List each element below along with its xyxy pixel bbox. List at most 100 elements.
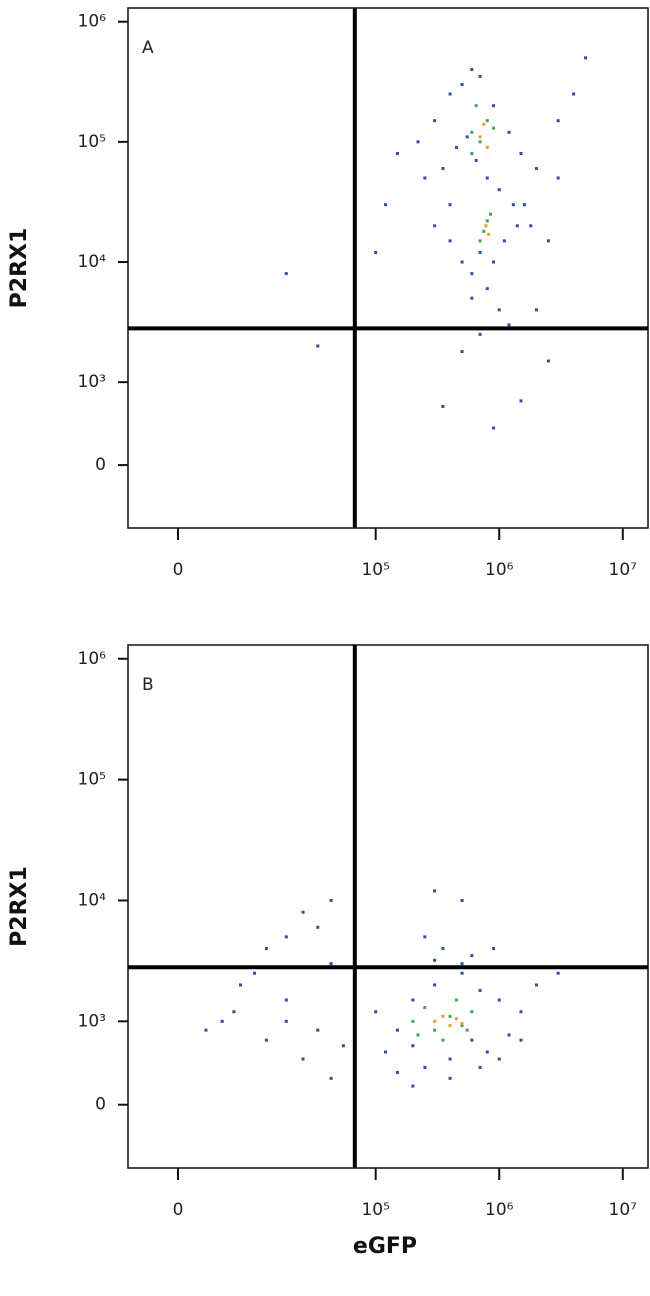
event-dot — [416, 140, 420, 144]
event-dot — [460, 83, 464, 87]
event-dot — [470, 130, 474, 134]
y-tick-label: 10⁴ — [78, 252, 107, 272]
event-dot — [423, 1006, 427, 1010]
event-dot — [478, 74, 482, 78]
event-dot — [220, 1019, 224, 1023]
event-dot — [383, 1050, 387, 1054]
event-dot — [484, 224, 488, 228]
event-dot — [329, 1076, 333, 1080]
event-dot — [433, 983, 437, 987]
event-dot — [433, 889, 437, 893]
event-dot — [534, 167, 538, 171]
x-tick-label: 10⁵ — [361, 560, 389, 580]
event-dot — [416, 1033, 420, 1037]
event-dot — [492, 426, 496, 430]
event-dot — [470, 68, 474, 72]
event-dot — [556, 119, 560, 123]
event-dot — [482, 229, 486, 233]
y-axis-label: P2RX1 — [7, 866, 32, 947]
event-dot — [433, 119, 437, 123]
event-dot — [374, 250, 378, 254]
event-dot — [470, 954, 474, 958]
event-dot — [284, 272, 288, 276]
x-tick-label: 10⁶ — [485, 560, 514, 580]
event-dot — [534, 308, 538, 312]
event-dot — [482, 122, 486, 126]
event-dot — [507, 1033, 511, 1037]
event-dot — [502, 239, 506, 243]
event-dot — [546, 359, 550, 363]
panel-label: B — [142, 675, 154, 695]
event-dot — [460, 349, 464, 353]
event-dot — [411, 998, 415, 1002]
event-dot — [546, 239, 550, 243]
event-dot — [519, 151, 523, 155]
event-dot — [489, 212, 493, 216]
x-tick-label: 10⁷ — [609, 560, 638, 580]
event-dot — [478, 239, 482, 243]
event-dot — [470, 296, 474, 300]
event-dot — [395, 151, 399, 155]
event-dot — [441, 947, 445, 951]
event-dot — [454, 998, 458, 1002]
event-dot — [433, 958, 437, 962]
event-dot — [511, 203, 515, 207]
event-dot — [515, 224, 519, 228]
event-dot — [454, 1017, 458, 1021]
event-dot — [411, 1084, 415, 1088]
event-dot — [485, 1050, 489, 1054]
y-tick-label: 10⁴ — [78, 890, 107, 910]
event-dot — [460, 1024, 464, 1028]
x-tick-label: 10⁵ — [361, 1200, 389, 1220]
event-dot — [497, 308, 501, 312]
event-dot — [584, 56, 588, 60]
event-dot — [460, 1021, 464, 1025]
event-dot — [470, 272, 474, 276]
event-dot — [448, 92, 452, 96]
event-dot — [204, 1028, 208, 1032]
event-dot — [460, 898, 464, 902]
y-tick-label: 0 — [95, 1095, 106, 1115]
plot-frame — [127, 7, 649, 529]
event-dot — [556, 176, 560, 180]
event-dot — [485, 176, 489, 180]
event-dot — [448, 203, 452, 207]
event-dot — [433, 1019, 437, 1023]
event-dot — [497, 998, 501, 1002]
event-dot — [497, 188, 501, 192]
event-dot — [264, 947, 268, 951]
event-dot — [316, 344, 320, 348]
event-dot — [460, 260, 464, 264]
event-dot — [465, 135, 469, 139]
plot-frame — [127, 644, 649, 1169]
event-dot — [470, 151, 474, 155]
event-dot — [301, 1057, 305, 1061]
event-dot — [519, 399, 523, 403]
event-dot — [301, 910, 305, 914]
event-dot — [284, 935, 288, 939]
event-dot — [441, 167, 445, 171]
event-dot — [441, 1014, 445, 1018]
event-dot — [572, 92, 576, 96]
event-dot — [264, 1038, 268, 1042]
x-tick-label: 0 — [173, 1200, 184, 1220]
event-dot — [465, 1028, 469, 1032]
event-dot — [485, 219, 489, 223]
event-dot — [423, 935, 427, 939]
event-dot — [485, 145, 489, 149]
event-dot — [470, 1010, 474, 1014]
event-dot — [474, 158, 478, 162]
event-dot — [395, 1028, 399, 1032]
event-dot — [519, 1038, 523, 1042]
event-dot — [448, 1057, 452, 1061]
event-dot — [441, 404, 445, 408]
event-dot — [454, 145, 458, 149]
y-tick-label: 10⁶ — [78, 12, 107, 32]
event-dot — [492, 104, 496, 108]
x-tick-label: 0 — [173, 560, 184, 580]
event-dot — [478, 988, 482, 992]
panel-label: A — [142, 38, 154, 58]
event-dot — [460, 971, 464, 975]
